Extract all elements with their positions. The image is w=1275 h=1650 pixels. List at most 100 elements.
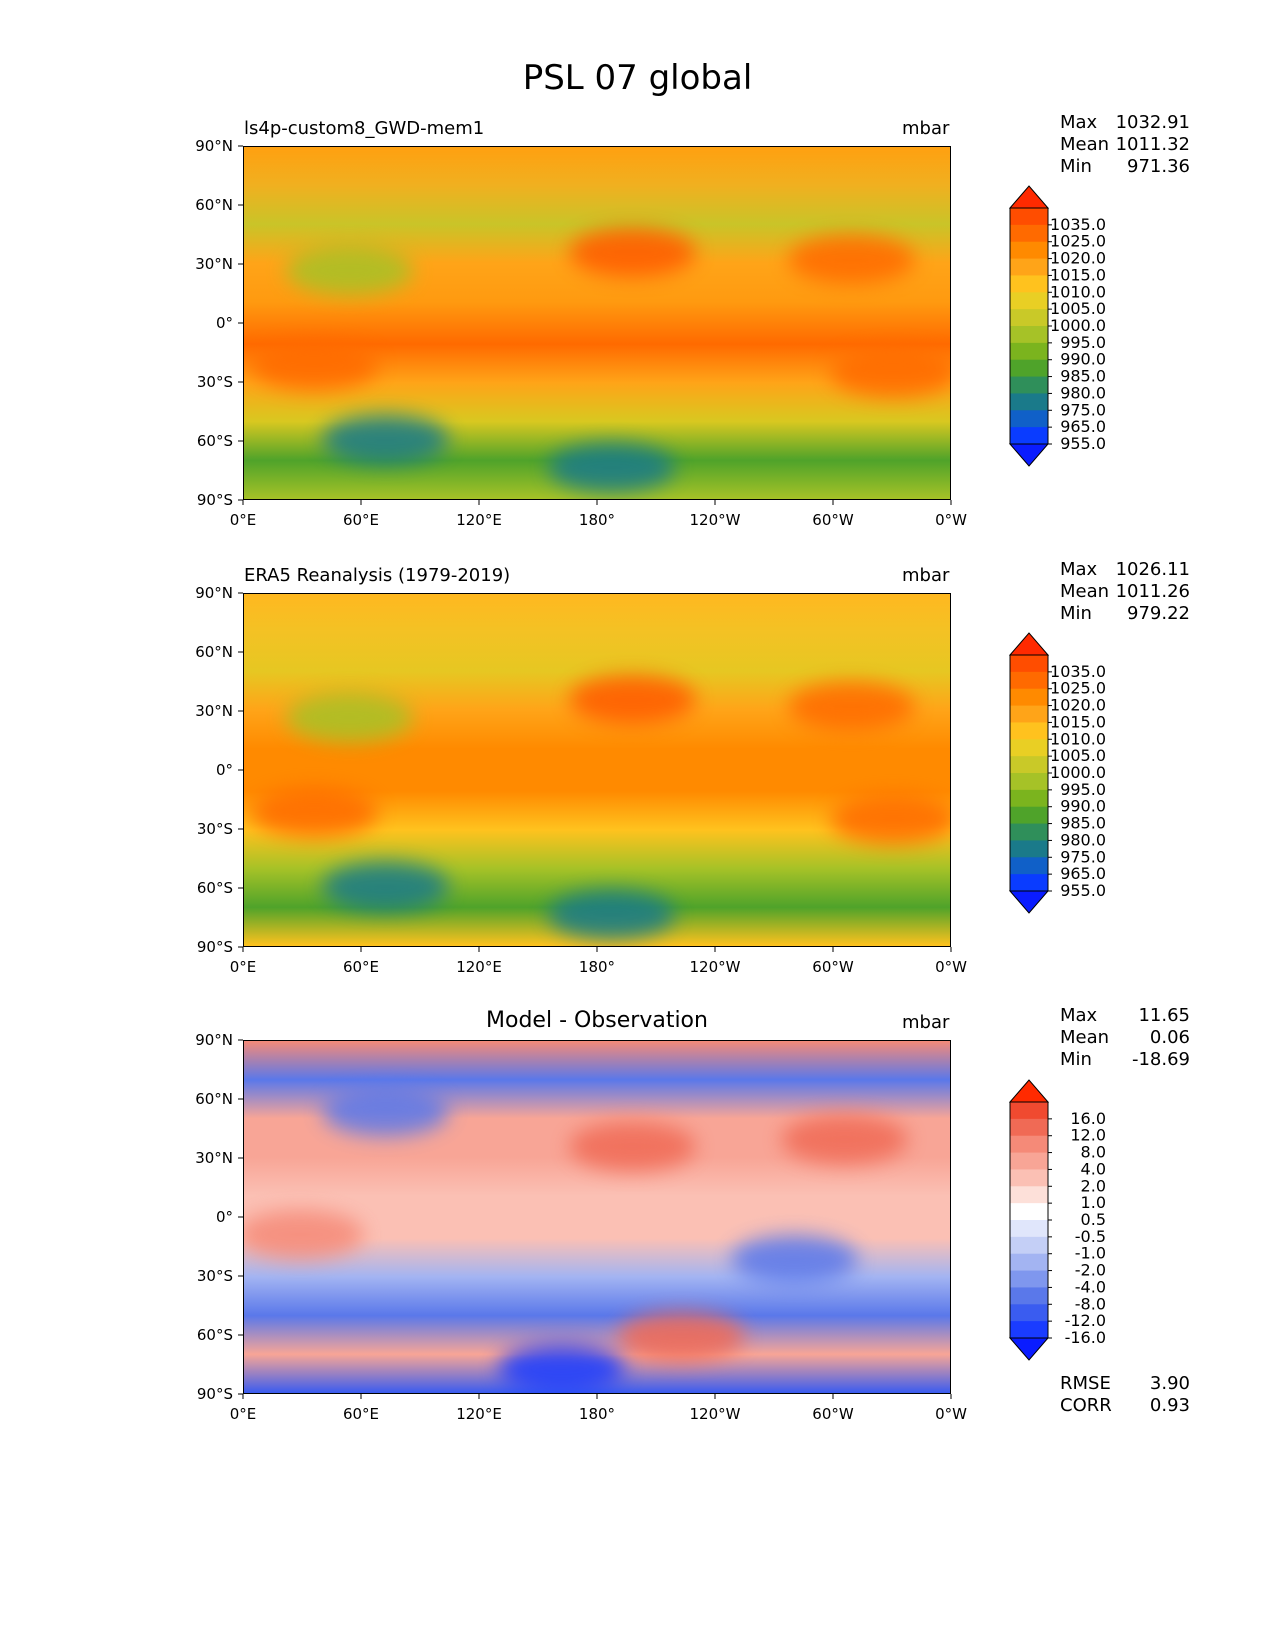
colorbar-label: -8.0: [1075, 1294, 1106, 1313]
figure-title: PSL 07 global: [522, 58, 753, 98]
y-tick-label: 90°N: [195, 1031, 233, 1049]
field-anomaly-blob: [321, 414, 449, 464]
y-tick-label: 90°S: [197, 491, 233, 509]
y-tick-label: 30°S: [197, 1267, 233, 1285]
stat-label: Mean: [1060, 134, 1110, 155]
x-tick-label: 60°E: [343, 511, 379, 529]
y-tick-label: 90°N: [195, 584, 233, 602]
colorbar-segment: [1010, 1169, 1048, 1187]
x-tick-label: 60°W: [812, 1405, 854, 1423]
y-tick-label: 90°S: [197, 938, 233, 956]
field-anomaly-blob: [547, 889, 675, 939]
panel-2-stats: Max 1026.11 Mean 1011.26 Min 979.22: [1060, 559, 1190, 625]
colorbar-label: 1000.0: [1050, 316, 1106, 335]
colorbar-label: 965.0: [1060, 864, 1106, 883]
x-tick-label: 120°W: [690, 1405, 741, 1423]
colorbar-segment: [1010, 1102, 1048, 1120]
panel-3-map: [243, 1040, 951, 1394]
colorbar-segment: [1010, 671, 1048, 690]
colorbar-segment: [1010, 1236, 1048, 1255]
field-anomaly-blob: [568, 227, 696, 278]
colorbar-label: 1010.0: [1050, 729, 1106, 748]
stat-label: Mean: [1060, 1027, 1110, 1048]
colorbar-label: -16.0: [1065, 1328, 1106, 1347]
colorbar-segment: [1010, 275, 1048, 293]
colorbar-segment: [1010, 309, 1048, 327]
stat-value: 1032.91: [1115, 112, 1190, 133]
field-anomaly-blob: [286, 692, 414, 742]
colorbar-segment: [1010, 224, 1048, 243]
x-tick-label: 180°: [579, 1405, 615, 1423]
colorbar-segment: [1010, 1220, 1048, 1238]
field-anomaly-blob: [286, 245, 414, 295]
colorbar-segment: [1010, 292, 1048, 310]
field-anomaly-blob: [321, 861, 449, 911]
panel-1-map: [243, 146, 951, 500]
x-tick-label: 120°W: [690, 958, 741, 976]
stat-value: 1011.32: [1115, 134, 1190, 155]
x-tick-label: 0°W: [935, 958, 967, 976]
colorbar-label: 1035.0: [1050, 662, 1106, 681]
field-anomaly-blob: [829, 794, 950, 844]
colorbar-label: 1020.0: [1050, 249, 1106, 268]
colorbar-label: 1.0: [1081, 1193, 1106, 1212]
colorbar-segment: [1010, 1186, 1048, 1204]
y-tick-label: 30°N: [195, 702, 233, 720]
colorbar-segment: [1010, 857, 1048, 875]
stat-label: RMSE: [1060, 1373, 1111, 1394]
field-anomaly-blob: [498, 1343, 626, 1393]
colorbar-label: 12.0: [1070, 1126, 1106, 1145]
colorbar-segment: [1010, 359, 1048, 378]
colorbar-segment: [1010, 806, 1048, 825]
x-tick-label: 120°E: [456, 1405, 502, 1423]
colorbar-segment: [1010, 1135, 1048, 1154]
panel-1-units: mbar: [902, 118, 950, 139]
y-tick-label: 30°S: [197, 373, 233, 391]
field-anomaly-blob: [829, 347, 950, 397]
colorbar-extend-max: [1008, 185, 1050, 209]
stat-label: Min: [1060, 603, 1092, 624]
colorbar-label: 985.0: [1060, 814, 1106, 833]
field-anomaly-blob: [547, 442, 675, 492]
x-tick-label: 60°W: [812, 511, 854, 529]
panel-3-error-stats: RMSE 3.90 CORR 0.93: [1060, 1373, 1190, 1417]
colorbar-label: -2.0: [1075, 1261, 1106, 1280]
panel-2-units: mbar: [902, 565, 950, 586]
colorbar-segment: [1010, 376, 1048, 394]
colorbar-label: 1025.0: [1050, 232, 1106, 251]
field-anomaly-blob: [568, 674, 696, 725]
colorbar-label: 965.0: [1060, 417, 1106, 436]
field-anomaly-blob: [787, 235, 915, 285]
y-tick-label: 90°S: [197, 1385, 233, 1403]
x-tick-label: 120°E: [456, 958, 502, 976]
field-anomaly-blob: [321, 1086, 449, 1137]
colorbar-label: 1005.0: [1050, 299, 1106, 318]
y-tick-label: 60°S: [197, 879, 233, 897]
panel-1-stats: Max 1032.91 Mean 1011.32 Min 971.36: [1060, 112, 1190, 178]
panel-3-units: mbar: [902, 1012, 950, 1033]
colorbar-label: 1015.0: [1050, 712, 1106, 731]
colorbar-label: 955.0: [1060, 434, 1106, 453]
colorbar-label: 990.0: [1060, 350, 1106, 369]
colorbar-segment: [1010, 1203, 1048, 1221]
colorbar-segment: [1010, 410, 1048, 428]
colorbar-label: 1010.0: [1050, 282, 1106, 301]
stat-value: 0.93: [1149, 1395, 1190, 1416]
colorbar-extend-min: [1008, 890, 1050, 914]
colorbar-label: -4.0: [1075, 1277, 1106, 1296]
colorbar-segment: [1010, 655, 1048, 673]
x-tick-label: 180°: [579, 511, 615, 529]
stat-value: 971.36: [1127, 156, 1190, 177]
colorbar-label: 2.0: [1081, 1176, 1106, 1195]
colorbar-segment: [1010, 1118, 1048, 1137]
colorbar-segment: [1010, 1270, 1048, 1288]
colorbar-label: 0.5: [1081, 1210, 1106, 1229]
field-anomaly-blob: [787, 682, 915, 732]
y-tick-label: 60°N: [195, 1090, 233, 1108]
x-tick-label: 0°W: [935, 1405, 967, 1423]
colorbar-segment: [1010, 874, 1048, 892]
field-anomaly-blob: [780, 1114, 908, 1165]
panel-3-stats: Max 11.65 Mean 0.06 Min -18.69: [1060, 1005, 1190, 1071]
x-tick-label: 120°W: [690, 511, 741, 529]
